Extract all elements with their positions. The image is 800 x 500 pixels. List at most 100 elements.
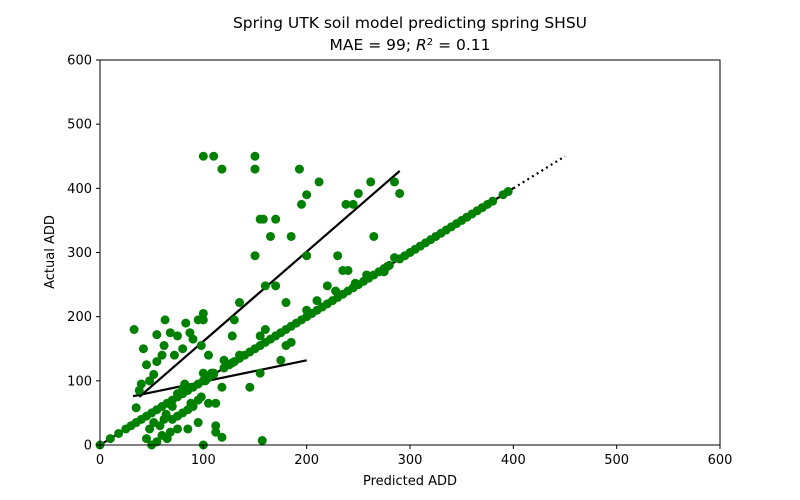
- data-point: [235, 298, 244, 308]
- data-point: [196, 341, 206, 351]
- x-tick-label: 400: [501, 453, 526, 468]
- y-axis-label: Actual ADD: [43, 215, 58, 289]
- data-point: [217, 432, 227, 442]
- data-point: [167, 414, 177, 424]
- data-point: [229, 315, 239, 325]
- data-point: [457, 215, 467, 225]
- data-point: [302, 251, 312, 261]
- y-axis: 0 100 200 300 400 500 600: [67, 54, 100, 454]
- data-point: [219, 355, 229, 365]
- data-point: [227, 331, 237, 341]
- chart-title-r2-value: = 0.11: [433, 36, 490, 54]
- x-tick-label: 100: [191, 453, 216, 468]
- data-point: [266, 231, 275, 241]
- data-point: [431, 231, 441, 241]
- data-point: [169, 350, 179, 360]
- x-tick-label: 300: [398, 453, 423, 468]
- data-point: [322, 281, 332, 291]
- data-point: [366, 177, 376, 187]
- data-point: [217, 382, 227, 392]
- data-point: [258, 214, 268, 224]
- data-point: [178, 344, 188, 354]
- fit-line-3: [512, 155, 566, 190]
- data-point: [211, 421, 221, 431]
- data-point: [183, 424, 193, 434]
- data-point: [181, 318, 191, 328]
- data-point: [250, 164, 260, 174]
- data-point: [260, 281, 270, 291]
- data-point: [159, 341, 169, 351]
- data-point: [193, 395, 203, 405]
- data-point: [198, 368, 208, 378]
- data-point: [271, 281, 281, 291]
- data-point: [255, 331, 265, 341]
- chart-title-line1: Spring UTK soil model predicting spring …: [233, 14, 587, 32]
- data-point: [105, 434, 115, 444]
- data-point: [200, 376, 210, 386]
- data-point: [312, 296, 322, 306]
- data-point: [302, 305, 312, 315]
- y-tick-label: 500: [67, 118, 92, 133]
- data-point: [405, 248, 415, 257]
- data-point: [165, 328, 175, 338]
- data-point: [348, 199, 358, 209]
- data-point: [217, 164, 227, 174]
- fit-line-0: [138, 170, 401, 398]
- data-point: [390, 253, 399, 263]
- data-point: [211, 398, 221, 408]
- data-point: [421, 238, 430, 248]
- x-tick-label: 200: [294, 453, 319, 468]
- x-axis-label: Predicted ADD: [363, 474, 457, 489]
- data-point: [369, 231, 379, 241]
- data-point: [245, 382, 255, 392]
- y-tick-label: 300: [67, 246, 92, 261]
- data-point: [488, 196, 498, 206]
- x-axis: 0 100 200 300 400 500 600: [96, 445, 733, 468]
- data-point: [188, 334, 198, 344]
- data-point: [145, 424, 155, 434]
- data-point: [204, 398, 213, 408]
- data-point: [204, 350, 213, 360]
- data-point: [145, 376, 155, 386]
- data-point: [333, 251, 343, 261]
- data-point: [138, 344, 148, 354]
- x-tick-label: 0: [96, 453, 104, 468]
- data-point: [161, 409, 171, 419]
- data-point: [209, 368, 219, 378]
- data-point: [250, 251, 260, 261]
- data-point: [286, 231, 296, 241]
- data-point: [341, 199, 351, 209]
- data-point: [131, 403, 141, 413]
- data-point: [297, 199, 306, 209]
- data-points: [95, 151, 513, 450]
- data-point: [260, 325, 270, 334]
- data-point: [211, 427, 221, 437]
- fit-line-1: [132, 359, 307, 398]
- data-point: [362, 270, 372, 280]
- data-point: [157, 430, 167, 440]
- data-point: [271, 214, 281, 224]
- chart-title-superscript: 2: [427, 37, 433, 48]
- data-point: [503, 187, 513, 197]
- x-tick-label: 600: [708, 453, 733, 468]
- data-point: [255, 368, 265, 378]
- y-tick-label: 100: [67, 374, 92, 389]
- y-tick-label: 0: [84, 439, 92, 454]
- data-point: [343, 265, 353, 275]
- data-point: [395, 188, 405, 198]
- data-point: [134, 385, 144, 395]
- data-point: [353, 188, 363, 198]
- data-point: [114, 428, 124, 438]
- data-point: [294, 164, 304, 174]
- chart-title-r: R: [416, 36, 427, 54]
- data-point: [160, 315, 170, 325]
- data-point: [155, 421, 165, 431]
- y-tick-label: 400: [67, 182, 92, 197]
- data-point: [281, 298, 291, 308]
- data-point: [235, 350, 244, 360]
- data-point: [198, 151, 208, 161]
- data-point: [198, 315, 208, 325]
- data-point: [276, 355, 286, 365]
- x-tick-label: 500: [604, 453, 629, 468]
- data-point: [157, 350, 167, 360]
